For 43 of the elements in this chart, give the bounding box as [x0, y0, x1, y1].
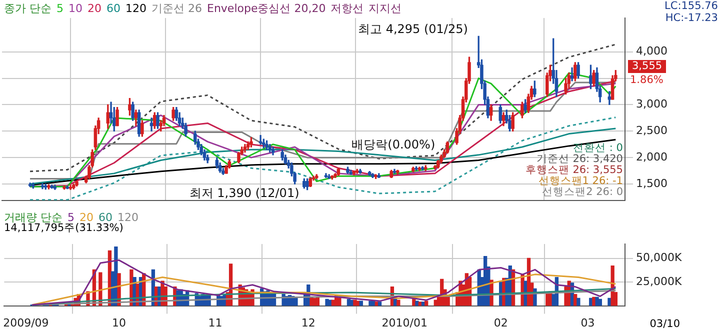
text: 60 — [106, 2, 120, 15]
text: Envelope중심선 20,20 — [207, 2, 326, 15]
annotation: 선행스팬2 26: 0 — [542, 186, 623, 198]
legend-title: 거래량 단순 — [4, 211, 62, 224]
x-tick-label: 11 — [208, 316, 222, 330]
x-tick-label: 03 — [580, 316, 595, 330]
x-tick-label: 10 — [112, 316, 126, 330]
y-tick-label: 3,000 — [636, 98, 668, 111]
annotation: 선행스팬1 26: -1 — [538, 175, 623, 187]
text: 5 — [68, 211, 74, 224]
x-tick-label: 02 — [494, 316, 508, 330]
text: 03/10 — [650, 318, 680, 330]
text: 120 — [118, 211, 138, 224]
annotation: 전환선 : 0 — [573, 142, 623, 154]
y-tick-label: 25,000K — [636, 274, 682, 288]
text: 20 — [80, 211, 94, 224]
text: 5 — [56, 2, 64, 15]
text: LC:155.76 — [664, 0, 718, 12]
text: 저항선 — [330, 2, 364, 15]
text: 3,555 — [628, 60, 666, 73]
text: 14,117,795주(31.33%) — [4, 222, 124, 234]
x-tick-label: 2010/01 — [382, 316, 428, 330]
text: 20 — [88, 2, 102, 15]
text: 기준선 26 — [152, 2, 202, 15]
y-tick-label: 4,000 — [636, 44, 668, 58]
x-tick-label: 2009/09 — [3, 316, 49, 330]
annotation: 후행스팬 26: 3,555 — [525, 164, 623, 176]
x-tick-label: 12 — [301, 316, 316, 330]
text: 지지선 — [368, 2, 402, 15]
text: 1.86% — [630, 74, 664, 86]
y-tick-label: 50,000K — [636, 251, 682, 264]
y-tick-label: 2,000 — [636, 150, 668, 164]
text: 60 — [98, 211, 112, 224]
annotation: 최저 1,390 (12/01) — [189, 186, 300, 200]
text: 120 — [126, 2, 146, 15]
annotation: 최고 4,295 (01/25) — [358, 22, 468, 36]
text: 10 — [68, 2, 82, 15]
annotation: 기준선 26: 3,420 — [536, 153, 623, 165]
legend-title: 종가 단순 — [4, 2, 52, 15]
text: HC:-17.23 — [665, 12, 718, 24]
y-tick-label: 1,500 — [636, 176, 668, 190]
annotation: 배당락(0.00%) — [352, 137, 436, 152]
y-tick-label: 2,500 — [636, 124, 668, 137]
